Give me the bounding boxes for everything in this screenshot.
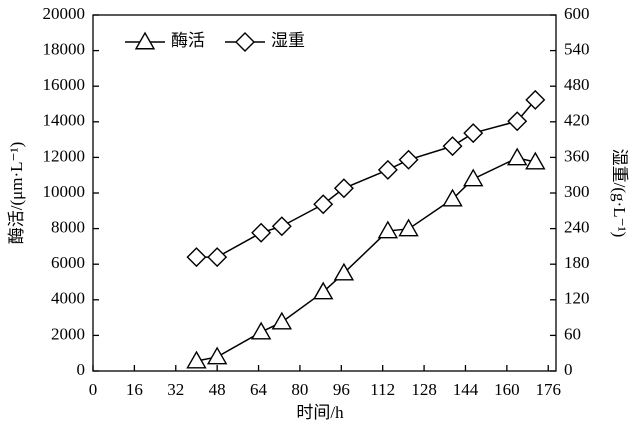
data-point <box>398 149 419 170</box>
y2-tick-label: 540 <box>564 40 590 59</box>
data-point <box>271 311 293 330</box>
plot-frame <box>92 14 557 372</box>
data-point <box>525 151 546 170</box>
y2-tick-label: 420 <box>564 111 590 130</box>
x-tick-label: 64 <box>250 380 268 399</box>
legend-label: 湿重 <box>271 31 305 50</box>
data-point <box>463 168 484 187</box>
series-line <box>196 99 536 258</box>
y2-tick-label: 480 <box>564 75 590 94</box>
data-point <box>186 247 207 268</box>
data-point <box>506 147 528 166</box>
y-tick-label: 12000 <box>43 146 86 165</box>
y-tick-label: 0 <box>77 360 86 379</box>
data-point <box>251 222 272 243</box>
y2-axis-label: 湿重/(g·L⁻¹) <box>610 149 629 238</box>
x-tick-label: 160 <box>494 380 520 399</box>
x-tick-label: 48 <box>209 380 226 399</box>
y2-tick-label: 60 <box>564 324 581 343</box>
data-point <box>313 281 334 300</box>
data-point <box>186 350 207 369</box>
data-point <box>333 262 355 281</box>
y-tick-label: 10000 <box>43 182 86 201</box>
data-point <box>377 220 399 239</box>
data-point <box>250 321 272 340</box>
legend-marker <box>134 31 156 50</box>
y-tick-label: 8000 <box>51 218 85 237</box>
y2-tick-label: 240 <box>564 218 590 237</box>
data-point <box>442 136 463 157</box>
data-point <box>206 346 228 365</box>
series-line <box>196 157 536 362</box>
data-point <box>333 178 354 199</box>
legend-label: 酶活 <box>171 31 205 50</box>
y-axis-label: 酶活/(μm·L⁻¹) <box>7 142 26 245</box>
y2-tick-label: 360 <box>564 146 590 165</box>
data-point <box>313 194 334 215</box>
data-point <box>377 159 398 180</box>
x-tick-label: 0 <box>89 380 98 399</box>
data-point <box>442 188 463 207</box>
data-point <box>398 218 419 237</box>
y-tick-label: 16000 <box>43 75 86 94</box>
x-tick-label: 80 <box>291 380 308 399</box>
x-tick-label: 16 <box>126 380 143 399</box>
y2-tick-label: 180 <box>564 253 590 272</box>
legend-marker <box>235 32 255 52</box>
y-tick-label: 14000 <box>43 111 86 130</box>
y-tick-label: 4000 <box>51 289 85 308</box>
y-tick-label: 2000 <box>51 324 85 343</box>
y-tick-label: 6000 <box>51 253 85 272</box>
data-point <box>525 89 546 110</box>
x-tick-label: 112 <box>370 380 395 399</box>
y-tick-label: 20000 <box>43 4 86 23</box>
y2-tick-label: 600 <box>564 4 590 23</box>
y-tick-label: 18000 <box>43 40 86 59</box>
x-tick-label: 144 <box>453 380 479 399</box>
data-point <box>463 123 484 144</box>
x-tick-label: 96 <box>333 380 350 399</box>
y2-tick-label: 0 <box>564 360 573 379</box>
y2-tick-label: 120 <box>564 289 590 308</box>
x-axis-label: 时间/h <box>296 403 344 422</box>
x-tick-label: 176 <box>535 380 561 399</box>
x-tick-label: 32 <box>167 380 184 399</box>
data-point <box>507 111 528 132</box>
data-point <box>271 216 292 237</box>
y2-tick-label: 300 <box>564 182 590 201</box>
x-tick-label: 128 <box>411 380 437 399</box>
data-point <box>207 247 228 268</box>
